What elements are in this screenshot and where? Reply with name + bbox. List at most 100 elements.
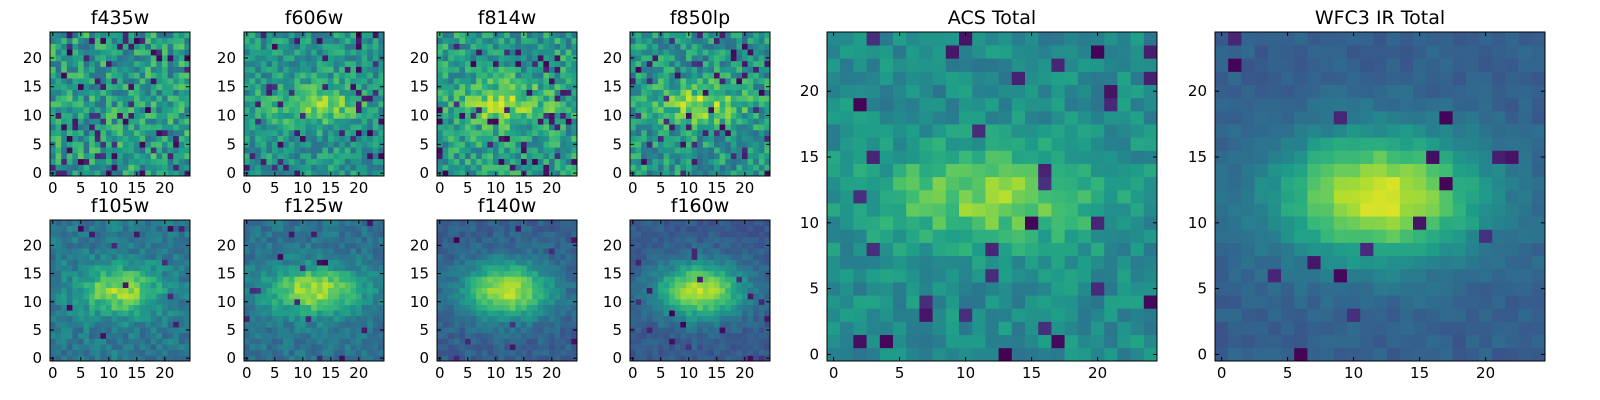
y-tick-label: 15 [410,78,429,96]
heatmap-cell [697,43,704,50]
heatmap-cell [272,164,278,171]
heatmap-cell [725,164,732,171]
heatmap-cell [571,282,578,289]
heatmap-cell [367,338,374,345]
heatmap-cell [339,349,346,356]
heatmap-cell [470,253,477,260]
heatmap-cell [521,287,527,294]
heatmap-cell [571,321,578,328]
heatmap-cell [367,66,374,73]
heatmap-cell [730,276,737,283]
heatmap-cell [361,321,368,328]
heatmap-cell [283,170,290,177]
heatmap-cell [72,349,79,356]
heatmap-cell [509,89,516,96]
heatmap-cell [526,225,533,232]
heatmap-cell [487,304,494,311]
heatmap-cell [372,287,379,294]
heatmap-cell [448,236,455,243]
heatmap-cell [333,310,340,317]
heatmap-cell [753,106,760,113]
heatmap-cell [367,112,374,119]
heatmap-cell [66,101,73,108]
heatmap-cell [162,349,168,356]
heatmap-cell [83,158,90,165]
heatmap-cell [663,282,670,289]
heatmap-cell [89,112,96,119]
heatmap-cell [526,327,533,334]
heatmap-cell [277,293,284,300]
heatmap-cell [83,253,90,260]
heatmap-cell [83,259,90,266]
heatmap-cell [139,315,146,322]
heatmap-cell [244,349,250,356]
heatmap-cell [367,253,374,260]
heatmap-cell [646,315,653,322]
heatmap-cell [697,170,704,177]
y-tick-label: 10 [23,293,42,311]
heatmap-cell [367,259,374,266]
heatmap-cell [515,321,522,328]
heatmap-cell [178,253,185,260]
heatmap-cell [300,265,306,272]
heatmap-cell [311,37,318,44]
heatmap-cell [674,315,681,322]
heatmap-cell [339,304,346,311]
heatmap-cell [294,89,301,96]
y-tick-label: 5 [419,135,429,153]
heatmap-cell [361,287,368,294]
heatmap-cell [55,118,62,125]
heatmap-cell [470,310,477,317]
heatmap-cell [543,225,550,232]
heatmap-cell [178,66,185,73]
heatmap-cell [708,355,715,362]
heatmap-cell [481,112,488,119]
heatmap-cell [521,147,527,154]
heatmap-cell [100,338,107,345]
heatmap-cell [515,37,522,44]
heatmap-cell [652,164,659,171]
heatmap-cell [470,101,477,108]
heatmap-cell [560,101,567,108]
heatmap-cell [493,83,499,90]
heatmap-cell [493,147,499,154]
heatmap-cell [515,270,522,277]
heatmap-cell [361,344,368,351]
heatmap-cell [294,220,301,226]
heatmap-cell [532,129,539,137]
heatmap-cell [521,101,527,108]
heatmap-cell [630,101,636,108]
heatmap-cell [537,344,544,351]
heatmap-cell [367,158,374,165]
heatmap-cell [72,95,79,102]
heatmap-cell [742,298,748,305]
heatmap-cell [260,293,267,300]
heatmap-cell [674,332,681,339]
heatmap-cell [658,315,664,322]
heatmap-cell [630,60,636,67]
heatmap-cell [106,265,112,272]
heatmap-cell [156,298,163,305]
heatmap-cell [344,118,351,125]
heatmap-cell [526,124,533,131]
heatmap-cell [249,265,256,272]
heatmap-cell [509,158,516,165]
heatmap-cell [714,293,720,300]
heatmap-cell [89,60,96,67]
heatmap-cell [487,135,494,142]
heatmap-cell [641,287,648,294]
heatmap-cell [139,282,146,289]
heatmap-cell [100,147,107,154]
heatmap-cell [736,60,743,67]
heatmap-cell [448,72,455,79]
heatmap-cell [134,106,140,113]
heatmap-cell [66,124,73,131]
heatmap-cell [747,101,754,108]
heatmap-cell [453,55,460,62]
heatmap-cell [498,118,505,125]
heatmap-cell [78,43,84,50]
heatmap-cell [652,338,659,345]
heatmap-cell [493,66,499,73]
heatmap-cell [674,170,681,177]
